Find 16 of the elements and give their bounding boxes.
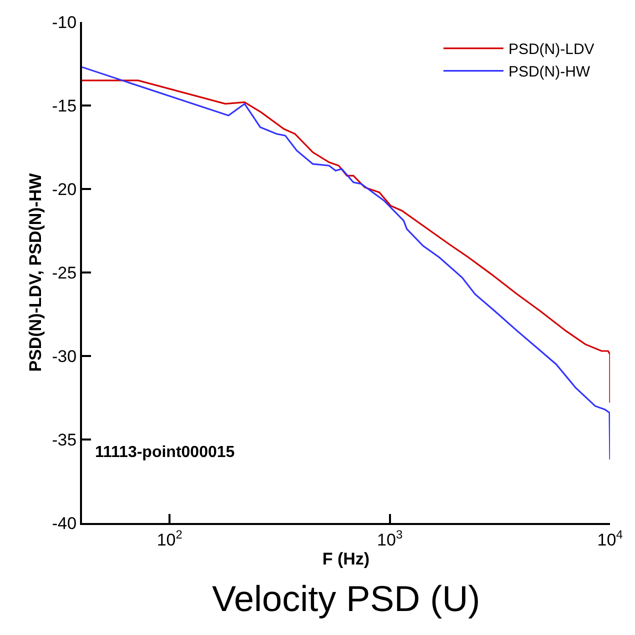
y-tick-label: -25 xyxy=(52,263,77,282)
y-tick-label: -40 xyxy=(52,514,77,533)
x-tick-label: 10$^{2}$ xyxy=(156,527,183,550)
y-axis-title: PSD(N)-LDV, PSD(N)-HW xyxy=(26,172,46,372)
y-tick-label: -10 xyxy=(52,12,77,32)
y-tick-label: -30 xyxy=(52,346,77,366)
legend-label: PSD(N)-HW xyxy=(508,64,591,81)
y-tick-label: -20 xyxy=(52,180,77,199)
legend-label: PSD(N)-LDV xyxy=(508,41,594,58)
annotation: 11113-point000015 xyxy=(95,444,235,461)
y-tick-label: -15 xyxy=(52,96,77,116)
y-tick-label: -35 xyxy=(52,430,77,450)
x-tick-label: 10$^{3}$ xyxy=(377,527,403,550)
text: Velocity PSD (U) xyxy=(212,578,480,619)
x-tick-label: 10$^{4}$ xyxy=(597,527,624,550)
x-axis-title: F (Hz) xyxy=(322,549,370,568)
